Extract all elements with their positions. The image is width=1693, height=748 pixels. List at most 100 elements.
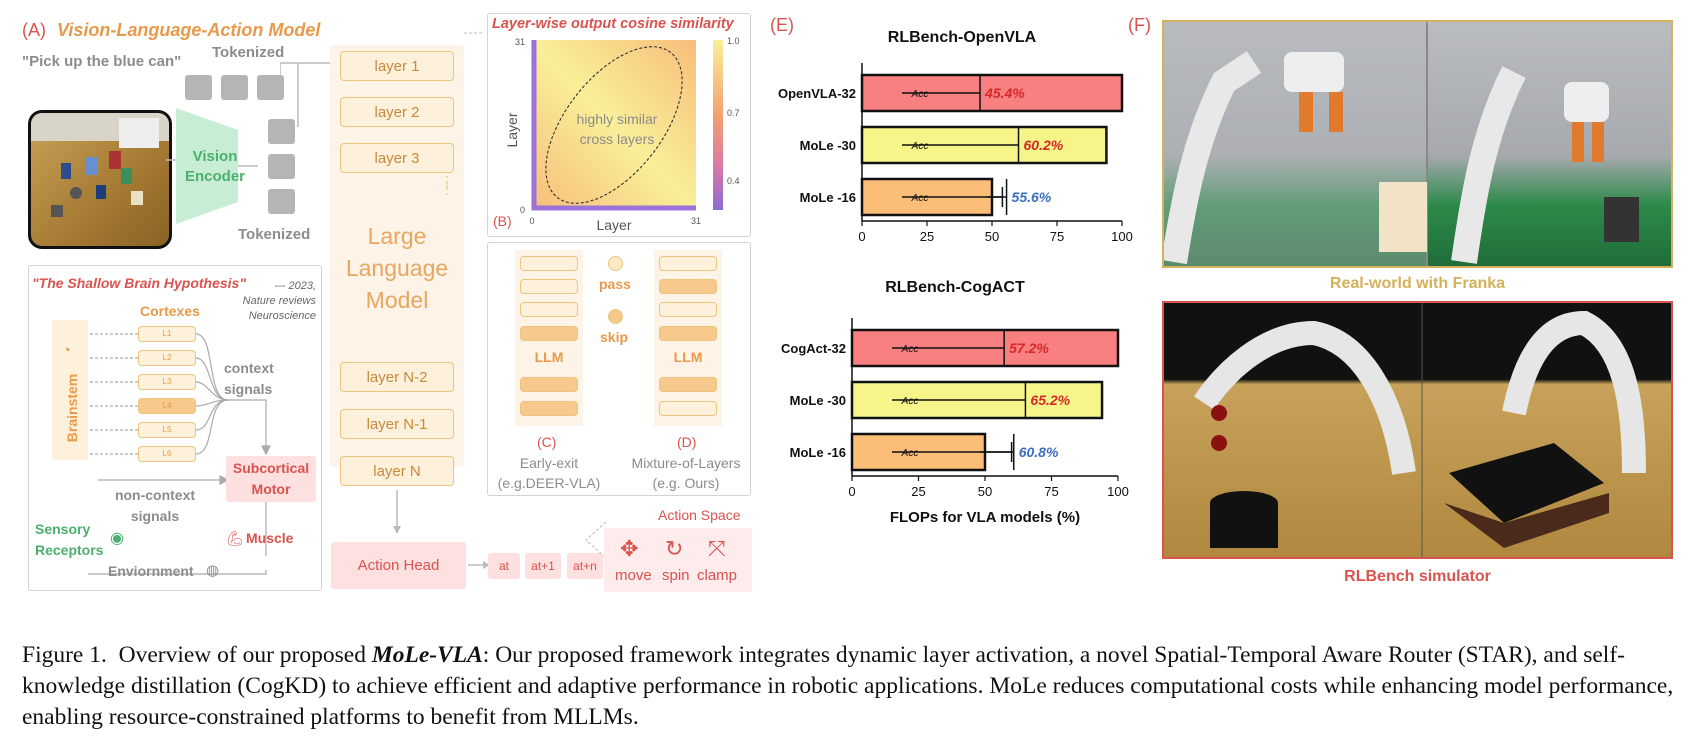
figure-caption: Figure 1. Overview of our proposed MoLe-… <box>22 640 1682 733</box>
x-tick-label: 100 <box>1111 229 1133 244</box>
accuracy-label: 60.2% <box>1024 137 1064 153</box>
accuracy-label: 55.6% <box>1012 189 1052 205</box>
mol-llm-label: LLM <box>673 349 703 365</box>
category-label: CogAct-32 <box>781 341 846 356</box>
real-world-caption: Real-world with Franka <box>1329 275 1506 292</box>
caption-model-name: MoLe-VLA <box>371 642 483 668</box>
llm-layer-pass <box>659 256 717 271</box>
caption-fig-number: Figure 1. <box>22 642 107 668</box>
sensory-label: Sensory Receptors <box>35 521 104 558</box>
panel-cd-box <box>487 242 751 496</box>
cortex-layer: L1 <box>138 326 196 342</box>
accuracy-label: 57.2% <box>1009 340 1049 356</box>
acc-inner-label: Acc <box>911 141 929 152</box>
skip-legend-icon <box>608 309 623 324</box>
context-signals-label: context signals <box>224 360 274 397</box>
action-clamp-label: clamp <box>697 567 738 584</box>
rlbench-photo <box>1162 301 1673 559</box>
x-tick: 0 <box>529 216 534 226</box>
x-tick-label: 75 <box>1044 484 1058 499</box>
muscle-icon: 💪︎ <box>226 530 244 546</box>
action-spin-label: spin <box>662 567 690 584</box>
panel-a-title: Vision-Language-Action Model <box>57 20 321 40</box>
text-token <box>185 75 212 100</box>
flops-charts: RLBench-OpenVLA OpenVLA-32 Acc 45.4% MoLe -3… <box>778 29 1133 526</box>
panel-c-text: Early-exit (e.g.DEER-VLA) <box>497 455 601 491</box>
vision-token <box>268 119 295 144</box>
globe-icon: ◍ <box>206 562 220 579</box>
layer-n: layer N <box>340 456 454 486</box>
vision-encoder-shape <box>166 108 258 224</box>
heatmap-annotation: cross layers <box>580 131 655 147</box>
pass-legend-icon <box>608 256 623 271</box>
caption-pre: Overview of our proposed <box>118 642 366 668</box>
heatmap-xlabel: Layer <box>596 217 631 233</box>
rlbench-caption: RLBench simulator <box>1344 568 1491 585</box>
muscle-label: Muscle <box>246 530 294 546</box>
action-token-atn: at+n <box>567 553 603 579</box>
accuracy-label: 60.8% <box>1019 444 1059 460</box>
cortex-layer: L4 <box>138 398 196 414</box>
llm-layer-pass <box>659 302 717 317</box>
llm-to-head-arrow <box>393 490 401 534</box>
pass-legend-label: pass <box>599 276 631 292</box>
action-token-at1: at+1 <box>525 553 561 579</box>
layer-3: layer 3 <box>340 143 454 173</box>
x-tick-label: 100 <box>1107 484 1129 499</box>
x-tick-label: 75 <box>1050 229 1064 244</box>
eye-icon: ◉ <box>110 530 124 547</box>
layer-ellipsis: ⋮ ⋮ <box>440 173 454 196</box>
panel-b-title: Layer-wise output cosine similarity <box>492 16 734 32</box>
skip-legend-label: skip <box>600 329 629 345</box>
cortex-layer: L2 <box>138 350 196 366</box>
layer-n-2: layer N-2 <box>340 362 454 392</box>
chart-title: RLBench-OpenVLA <box>888 29 1037 46</box>
category-label: MoLe -30 <box>790 393 846 408</box>
accuracy-label: 45.4% <box>984 85 1025 101</box>
vision-encoder-label: Vision Encoder <box>184 148 245 185</box>
llm-layer-skip <box>520 377 578 392</box>
action-space-box <box>604 528 752 592</box>
action-token-at: at <box>488 553 520 579</box>
x-tick-label: 50 <box>985 229 999 244</box>
panel-b-dashed-link <box>464 32 482 34</box>
cosine-heatmap: 1.0 0.7 0.4 highly similar cross layers … <box>493 36 740 233</box>
head-to-actions-arrow <box>468 561 490 569</box>
subcortical-motor-box: Subcortical Motor <box>226 456 316 502</box>
scene-objects <box>31 113 169 217</box>
cortex-layer: L3 <box>138 374 196 390</box>
colorbar-tick: 0.7 <box>727 108 740 118</box>
layer-2: layer 2 <box>340 97 454 127</box>
move-icon: ✥ <box>620 536 639 561</box>
llm-layer-skip <box>520 326 578 341</box>
colorbar-tick: 1.0 <box>727 36 740 46</box>
environment-label: Enviornment <box>108 563 194 579</box>
real-world-robots <box>1164 22 1639 266</box>
vision-token <box>268 154 295 179</box>
llm-layer-pass <box>520 256 578 271</box>
tokenized-bottom-label: Tokenized <box>238 226 311 243</box>
panel-d-text: Mixture-of-Layers (e.g. Ours) <box>631 455 741 491</box>
acc-inner-label: Acc <box>911 193 929 204</box>
brain-hypothesis-box <box>28 265 322 591</box>
heatmap-annotation: highly similar <box>577 111 658 127</box>
x-tick-label: 25 <box>920 229 934 244</box>
panel-b-label: (B) <box>493 213 512 229</box>
panel-d-label: (D) <box>677 434 697 450</box>
early-exit-llm-label: LLM <box>534 349 564 365</box>
x-axis-label: FLOPs for VLA models (%) <box>890 509 1080 526</box>
llm-layer-pass <box>659 401 717 416</box>
chart-title: RLBench-CogACT <box>885 279 1025 296</box>
action-space-bracket <box>585 521 607 559</box>
brainstem-box <box>52 320 88 460</box>
y-tick: 31 <box>515 37 525 47</box>
colorbar-tick: 0.4 <box>727 176 740 186</box>
brain-icon: ◔ <box>62 342 72 359</box>
brainstem-label: Brainstem <box>64 373 80 443</box>
heatmap-ylabel: Layer <box>504 112 520 147</box>
panel-f-label: (F) <box>1128 15 1151 35</box>
brain-citation: --- 2023, Nature reviews Neuroscience <box>242 280 316 322</box>
action-space-title: Action Space <box>658 507 741 523</box>
panel-a-label: (A) <box>22 20 46 40</box>
real-world-photo <box>1162 20 1673 268</box>
